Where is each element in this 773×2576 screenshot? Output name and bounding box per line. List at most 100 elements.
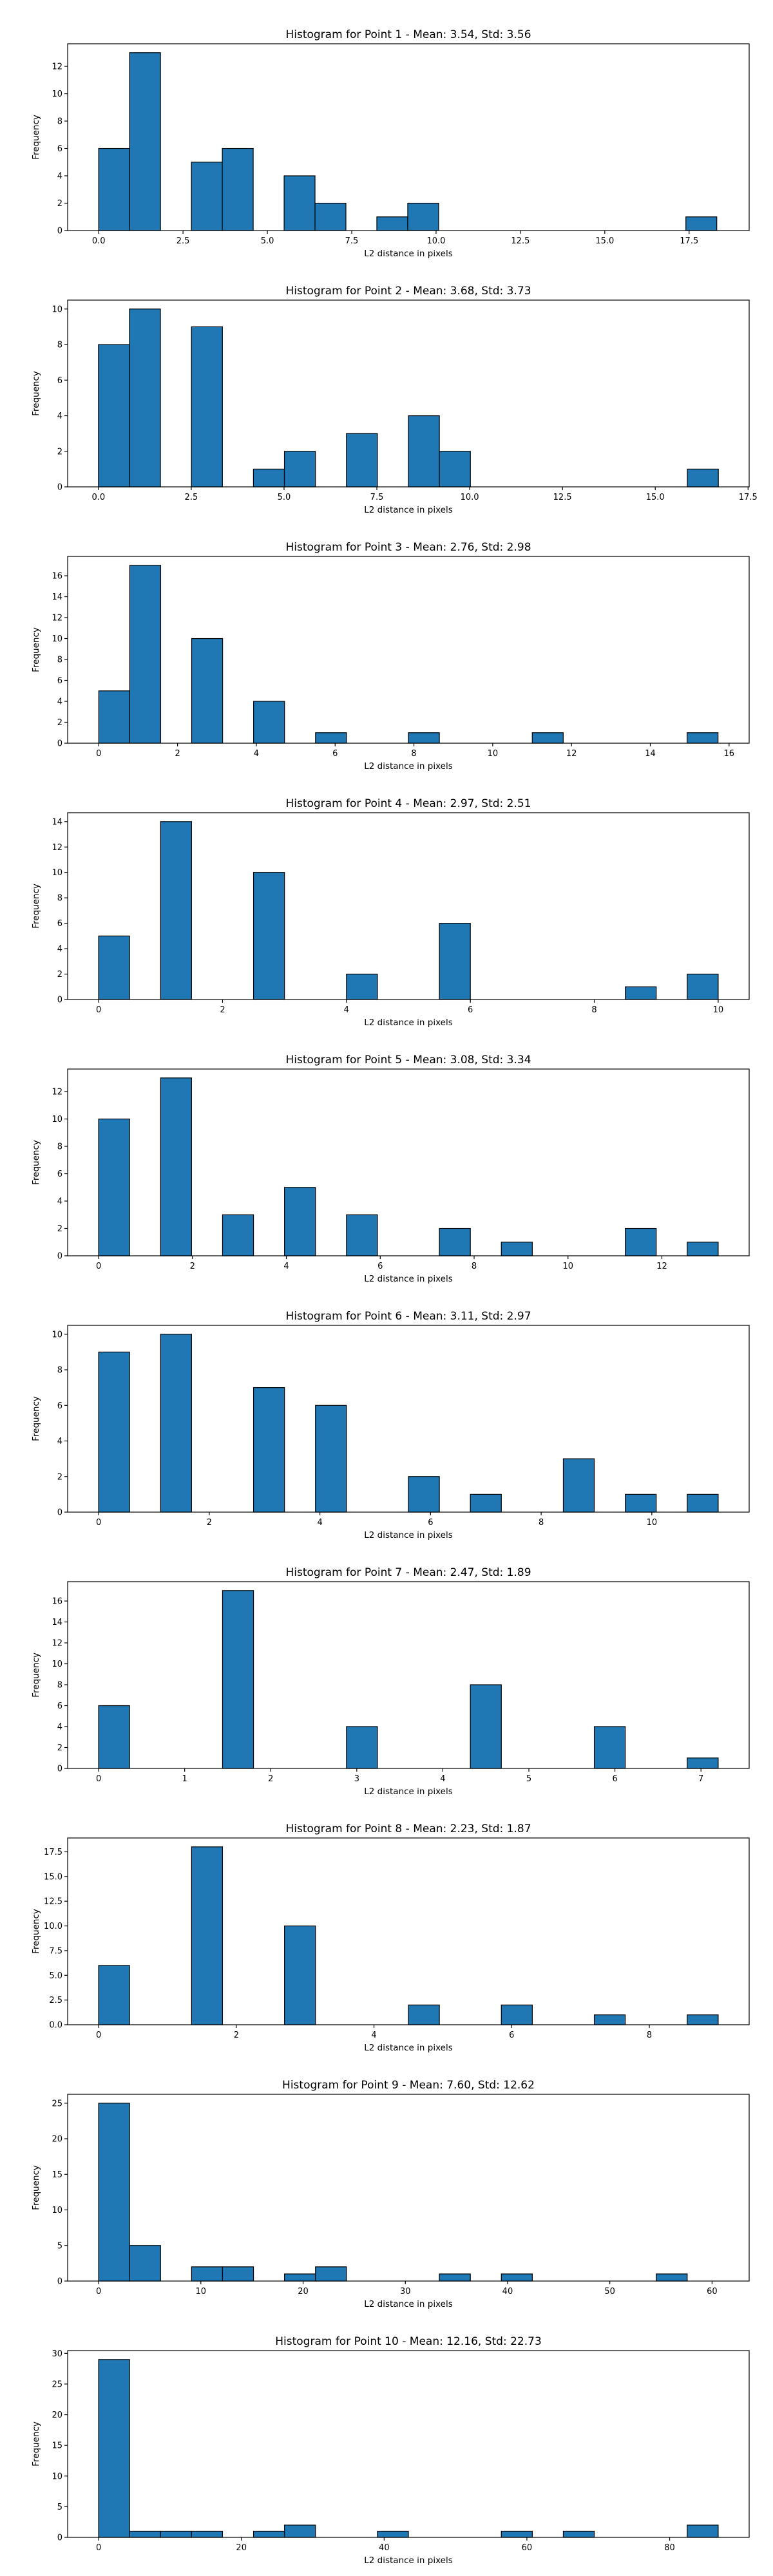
y-tick-label: 8: [57, 894, 62, 904]
y-tick-label: 12: [52, 1088, 62, 1097]
x-tick-label: 8: [591, 1005, 596, 1015]
y-tick-label: 0: [57, 483, 62, 493]
x-tick-label: 8: [539, 1518, 544, 1528]
histogram-bar: [439, 451, 471, 488]
x-axis-label: L2 distance in pixels: [364, 505, 452, 515]
histogram-bar: [439, 923, 471, 1000]
histogram-bar: [408, 415, 440, 488]
histogram-bar: [222, 1214, 254, 1256]
histogram-bar: [562, 2530, 595, 2538]
x-tick-label: 15.0: [646, 493, 665, 502]
x-tick-label: 2: [268, 1774, 273, 1784]
y-tick-label: 6: [57, 1701, 62, 1711]
x-tick-label: 10.0: [426, 236, 445, 246]
y-tick-label: 10: [52, 2472, 62, 2481]
histogram-bar: [191, 2530, 224, 2538]
y-tick-label: 25: [52, 2380, 62, 2389]
x-tick-label: 0: [96, 2287, 101, 2297]
histogram-bar: [98, 2103, 130, 2282]
y-tick-label: 8: [57, 1142, 62, 1152]
x-tick-label: 0: [96, 749, 101, 759]
x-tick-label: 8: [472, 1262, 477, 1271]
x-tick-label: 0: [96, 2031, 101, 2040]
x-tick-label: 5: [526, 1774, 531, 1784]
histogram-bar: [191, 2266, 224, 2282]
x-tick-label: 12: [656, 1262, 667, 1271]
histogram-bar: [191, 638, 224, 744]
histogram-bar: [98, 1351, 130, 1513]
histogram-bar: [315, 2266, 347, 2282]
histogram-panel-7: Histogram for Point 7 - Mean: 2.47, Std:…: [31, 1566, 750, 1797]
plot-frame: [67, 2094, 750, 2282]
chart-title: Histogram for Point 3 - Mean: 2.76, Std:…: [285, 541, 531, 554]
chart-title: Histogram for Point 6 - Mean: 3.11, Std:…: [285, 1310, 531, 1323]
histogram-bar: [222, 147, 254, 231]
x-tick-label: 0: [96, 2543, 101, 2553]
y-tick-label: 6: [57, 676, 62, 686]
histogram-bar: [439, 2273, 471, 2282]
histogram-panel-10: Histogram for Point 10 - Mean: 12.16, St…: [31, 2335, 750, 2566]
y-tick-label: 8: [57, 656, 62, 665]
histogram-bar: [687, 1242, 719, 1256]
x-tick-label: 2: [190, 1262, 195, 1271]
y-axis-label: Frequency: [31, 2421, 41, 2467]
x-axis-label: L2 distance in pixels: [364, 761, 452, 772]
histogram-bar: [562, 1458, 595, 1513]
y-tick-label: 10: [52, 2206, 62, 2215]
histogram-bar: [346, 973, 378, 1000]
x-tick-label: 20: [298, 2287, 309, 2297]
histogram-bar: [253, 468, 285, 488]
histogram-panel-9: Histogram for Point 9 - Mean: 7.60, Std:…: [31, 2079, 750, 2309]
histogram-bar: [129, 308, 161, 488]
x-tick-label: 6: [428, 1518, 433, 1528]
y-tick-label: 12: [52, 614, 62, 623]
x-tick-label: 3: [354, 1774, 359, 1784]
y-tick-label: 8: [57, 1681, 62, 1690]
y-tick-label: 10: [52, 1330, 62, 1340]
x-tick-label: 10.0: [461, 493, 479, 502]
histogram-bar: [315, 732, 347, 744]
histogram-bar: [314, 202, 347, 231]
x-tick-label: 0.0: [91, 493, 105, 502]
y-tick-label: 4: [57, 1197, 62, 1207]
histogram-bar: [685, 216, 718, 231]
y-axis-label: Frequency: [31, 371, 41, 416]
y-axis-label: Frequency: [31, 627, 41, 672]
histogram-bar: [253, 872, 285, 1000]
histogram-bar: [687, 1757, 719, 1769]
histogram-bar: [470, 1493, 502, 1513]
histogram-bar: [98, 1118, 130, 1256]
y-tick-label: 10: [52, 868, 62, 878]
histogram-bar: [315, 1405, 347, 1513]
histogram-bar: [222, 2266, 254, 2282]
histogram-panel-3: Histogram for Point 3 - Mean: 2.76, Std:…: [31, 541, 750, 772]
y-tick-label: 2: [57, 1224, 62, 1234]
histogram-bar: [376, 216, 408, 231]
y-tick-label: 0.0: [49, 2021, 62, 2031]
x-tick-label: 10: [647, 1518, 658, 1528]
y-tick-label: 15: [52, 2170, 62, 2180]
y-tick-label: 2: [57, 718, 62, 728]
x-tick-label: 16: [724, 749, 735, 759]
chart-title: Histogram for Point 1 - Mean: 3.54, Std:…: [285, 28, 531, 41]
histogram-bar: [687, 2524, 719, 2538]
y-tick-label: 0: [57, 227, 62, 236]
x-axis-label: L2 distance in pixels: [364, 1018, 452, 1028]
y-tick-label: 2.5: [49, 1996, 62, 2005]
y-tick-label: 20: [52, 2135, 62, 2145]
x-tick-label: 30: [400, 2287, 411, 2297]
y-tick-label: 20: [52, 2410, 62, 2420]
y-tick-label: 6: [57, 144, 62, 154]
y-tick-label: 12: [52, 843, 62, 853]
y-tick-label: 16: [52, 1597, 62, 1607]
x-tick-label: 8: [411, 749, 416, 759]
y-tick-label: 0: [57, 1252, 62, 1262]
x-tick-label: 12.5: [553, 493, 572, 502]
y-tick-label: 2: [57, 447, 62, 457]
y-tick-label: 25: [52, 2099, 62, 2108]
histogram-bar: [160, 821, 192, 1000]
histogram-bar: [284, 2524, 316, 2538]
x-tick-label: 6: [509, 2031, 514, 2040]
chart-title: Histogram for Point 8 - Mean: 2.23, Std:…: [285, 1823, 531, 1835]
x-tick-label: 10: [196, 2287, 207, 2297]
